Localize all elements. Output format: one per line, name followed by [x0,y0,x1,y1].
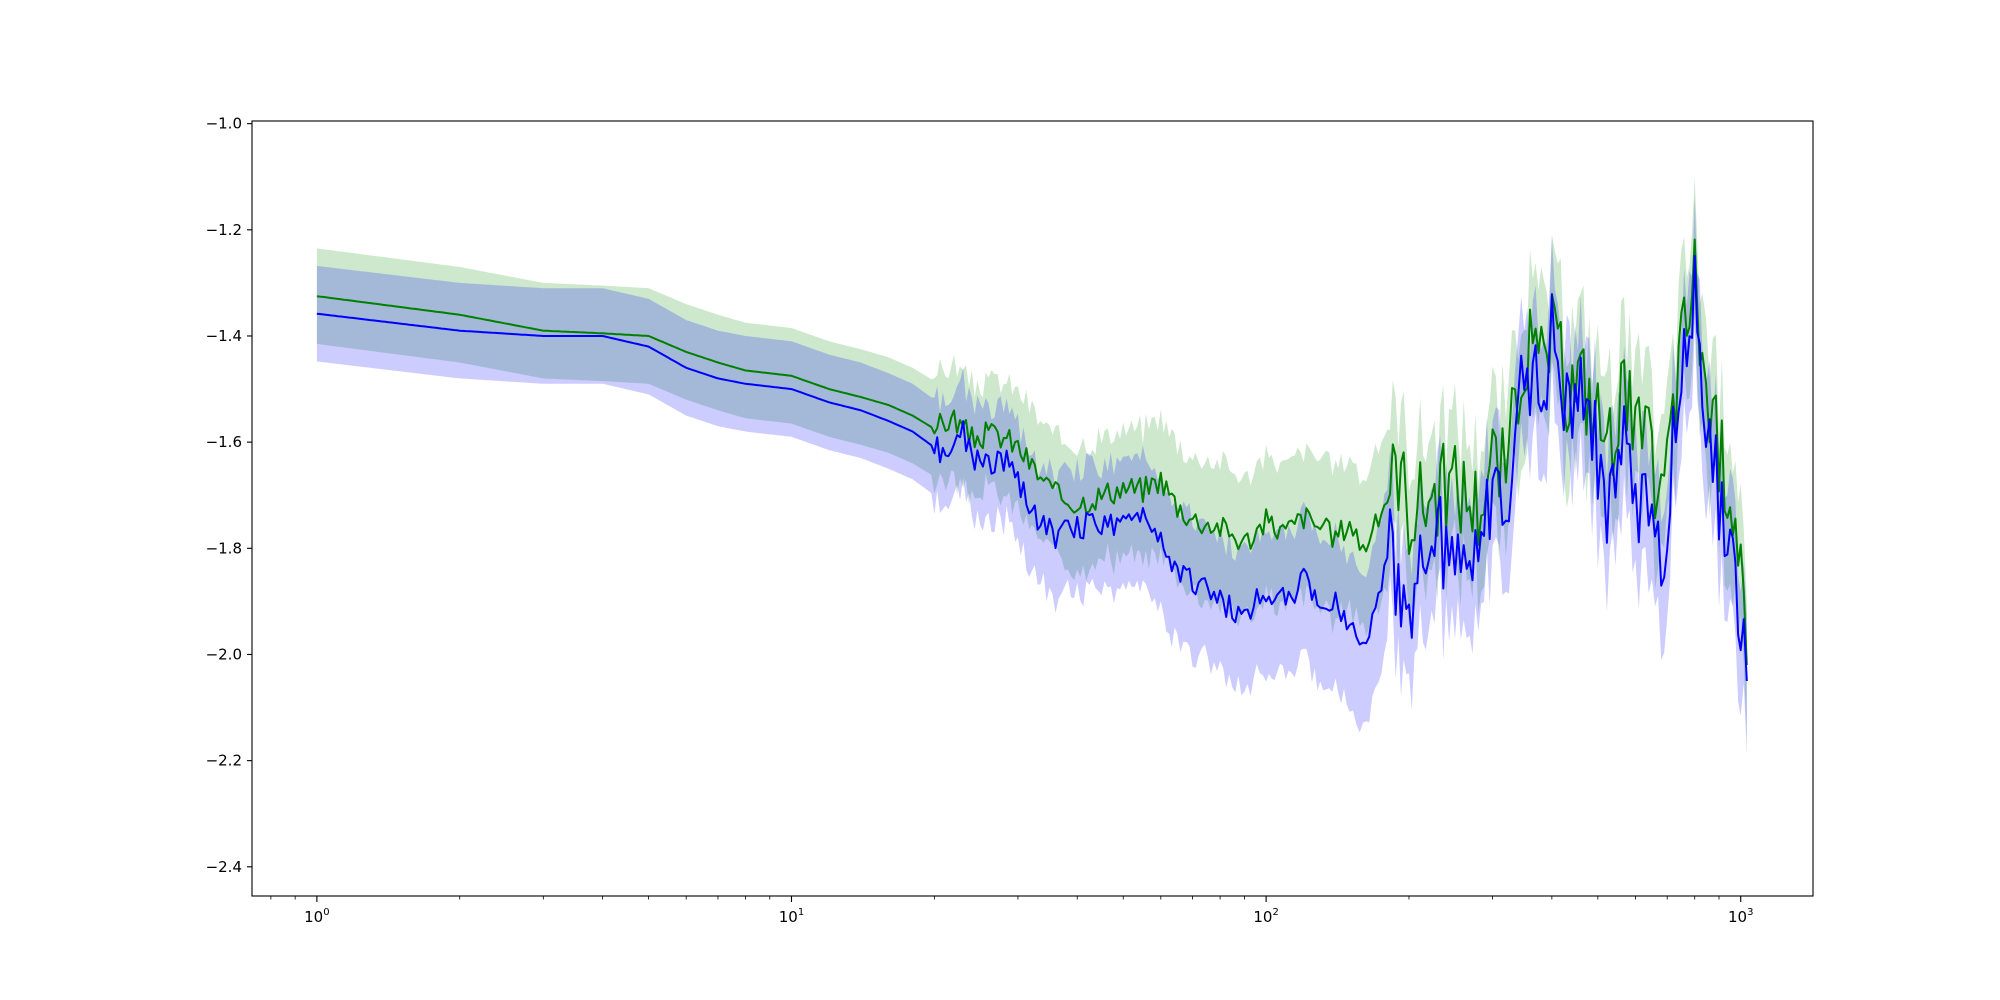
y-axis: −1.0 −1.2 −1.4 −1.6 −1.8 −2.0 −2.2 −2.4 [206,115,252,876]
x-tick-exponent: 1 [798,907,804,918]
x-tick-base: 10 [304,908,323,926]
band-1 [316,196,1747,756]
y-tick-label: −2.2 [206,752,242,770]
series-line-1 [316,254,1748,682]
x-tick-label: 102 [1253,907,1278,926]
y-tick-label: −1.8 [206,539,242,557]
y-tick-label: −1.0 [206,115,242,133]
y-tick-label: −2.0 [206,645,242,663]
x-tick-exponent: 2 [1272,907,1278,918]
series-line-0 [316,238,1748,666]
x-axis: 100 101 102 103 [304,896,1753,926]
y-tick-label: −1.6 [206,433,242,451]
x-tick-label: 101 [779,907,804,926]
x-tick-exponent: 3 [1747,907,1753,918]
x-tick-base: 10 [1253,908,1272,926]
x-tick-label: 103 [1728,907,1753,926]
y-tick-label: −2.4 [206,858,242,876]
y-tick-label: −1.4 [206,327,242,345]
x-tick-base: 10 [779,908,798,926]
series-lines [316,238,1748,682]
x-axis-minor-ticks [270,896,1720,900]
y-tick-label: −1.2 [206,221,242,239]
x-tick-base: 10 [1728,908,1747,926]
x-tick-label: 100 [304,907,329,926]
x-tick-exponent: 0 [323,907,329,918]
plot-frame [251,120,1814,897]
